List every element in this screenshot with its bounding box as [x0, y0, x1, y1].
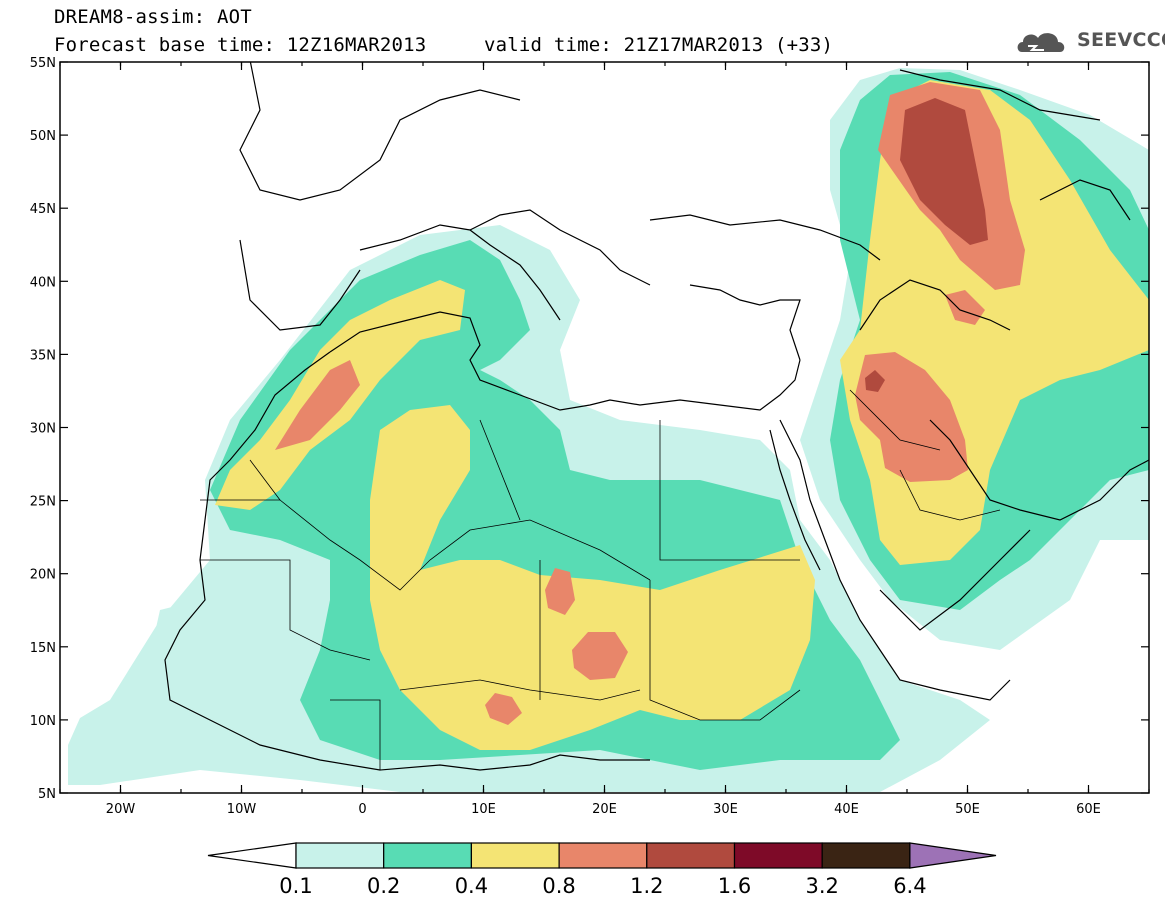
colorbar-segment [383, 842, 473, 869]
lat-label: 45N [30, 202, 56, 217]
colorbar-segment [821, 842, 911, 869]
valid-time: valid time: 21Z17MAR2013 (+33) [484, 34, 834, 56]
colorbar-label: 0.8 [542, 874, 575, 898]
colorbar-segment [733, 842, 823, 869]
colorbar-label: 0.1 [279, 874, 312, 898]
colorbar-label: 6.4 [893, 874, 926, 898]
lat-label: 35N [30, 348, 56, 363]
lat-label: 5N [38, 787, 56, 802]
map-title: DREAM8-assim: AOT [54, 6, 252, 28]
lat-label: 15N [30, 641, 56, 656]
colorbar-min-arrow [207, 842, 297, 869]
cloud-icon [1017, 33, 1065, 52]
lat-label: 25N [30, 495, 56, 510]
lon-label: 60E [1076, 802, 1101, 817]
logo-text: SEEVCCC [1077, 29, 1165, 51]
colorbar-segment [295, 842, 385, 869]
coastlines [164, 62, 1149, 771]
lon-label: 10E [471, 802, 496, 817]
lon-label: 40E [834, 802, 859, 817]
colorbar-segment [470, 842, 560, 869]
colorbar-label: 1.2 [630, 874, 663, 898]
lat-label: 50N [30, 129, 56, 144]
colorbar-segment [558, 842, 648, 869]
lat-label: 30N [30, 422, 56, 437]
colorbar-label: 1.6 [718, 874, 751, 898]
lon-label: 20W [106, 802, 136, 817]
forecast-base-time: Forecast base time: 12Z16MAR2013 [54, 34, 427, 56]
colorbar-label: 0.2 [367, 874, 400, 898]
colorbar-label: 0.4 [455, 874, 488, 898]
colorbar-segment [646, 842, 736, 869]
country-borders [200, 389, 1001, 770]
lon-label: 20E [592, 802, 617, 817]
axis-ticks [59, 61, 1150, 794]
colorbar-label: 3.2 [805, 874, 838, 898]
lat-label: 20N [30, 568, 56, 583]
lat-label: 40N [30, 275, 56, 290]
lon-label: 10W [227, 802, 257, 817]
longitude-labels: 20W 10W 0 10E 20E 30E 40E 50E 60E [106, 802, 1101, 817]
lat-label: 10N [30, 714, 56, 729]
colorbar-max-arrow [909, 842, 997, 869]
aot-colorbar [207, 842, 997, 869]
colorbar-labels: 0.1 0.2 0.4 0.8 1.2 1.6 3.2 6.4 [279, 874, 926, 898]
lon-label: 50E [955, 802, 980, 817]
lon-label: 30E [713, 802, 738, 817]
lat-label: 55N [30, 56, 56, 71]
lon-label: 0 [358, 802, 366, 817]
latitude-labels: 55N 50N 45N 40N 35N 30N 25N 20N 15N 10N 5N [30, 56, 56, 802]
aot-level-1-2 [865, 98, 988, 392]
aot-field [68, 68, 1149, 792]
